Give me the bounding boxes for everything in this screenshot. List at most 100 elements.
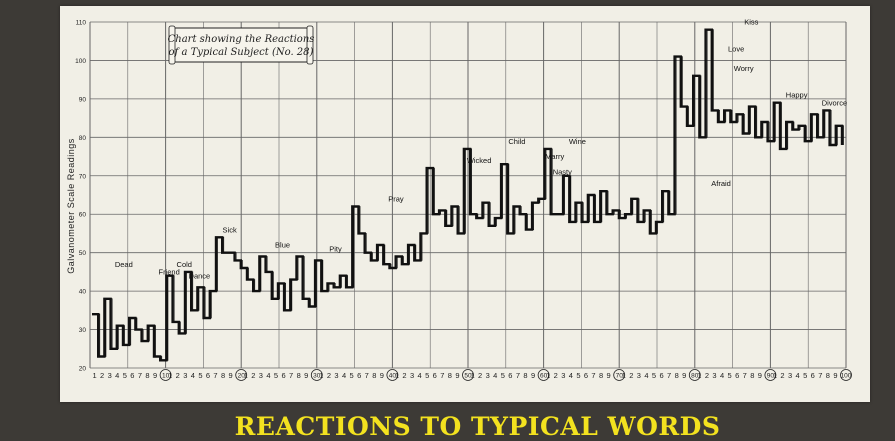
x-tick-label-16: 6 — [206, 371, 210, 380]
x-tick-label-24: 4 — [266, 371, 270, 380]
annotation-wine: Wine — [569, 137, 586, 146]
x-tick-label-14: 4 — [191, 371, 195, 380]
annotation-sick: Sick — [223, 225, 237, 234]
y-tick-label-70: 70 — [79, 173, 87, 180]
x-tick-label-90: 90 — [767, 373, 775, 380]
annotation-nasty: Nasty — [553, 168, 572, 177]
y-tick-label-30: 30 — [79, 327, 87, 334]
x-tick-label-85: 5 — [728, 371, 732, 380]
x-tick-label-39: 9 — [380, 371, 384, 380]
x-tick-label-78: 8 — [675, 371, 679, 380]
x-tick-label-15: 5 — [198, 371, 202, 380]
x-tick-label-10: 10 — [162, 373, 170, 380]
x-major-circle-40 — [386, 369, 399, 381]
x-tick-label-75: 5 — [652, 371, 656, 380]
x-tick-label-13: 3 — [183, 371, 187, 380]
x-tick-label-99: 9 — [833, 371, 837, 380]
y-tick-label-100: 100 — [75, 58, 86, 65]
x-tick-label-86: 6 — [735, 371, 739, 380]
x-tick-label-43: 3 — [410, 371, 414, 380]
x-tick-label-47: 7 — [440, 371, 444, 380]
annotation-worry: Worry — [734, 64, 754, 73]
x-tick-label-2: 2 — [100, 371, 104, 380]
x-tick-label-48: 8 — [448, 371, 452, 380]
chart-title-box: Chart showing the Reactions of a Typical… — [168, 25, 315, 65]
y-tick-label-60: 60 — [79, 212, 87, 219]
x-major-circle-10 — [159, 369, 172, 381]
x-tick-label-50: 50 — [464, 373, 472, 380]
x-tick-label-56: 6 — [508, 371, 512, 380]
x-tick-label-84: 4 — [720, 371, 724, 380]
x-tick-label-34: 4 — [342, 371, 346, 380]
y-tick-label-90: 90 — [79, 96, 87, 103]
x-tick-label-72: 2 — [629, 371, 633, 380]
x-tick-label-30: 30 — [313, 373, 321, 380]
x-tick-label-95: 5 — [803, 371, 807, 380]
x-tick-label-97: 7 — [818, 371, 822, 380]
x-tick-label-1: 1 — [92, 371, 96, 380]
x-tick-label-74: 4 — [644, 371, 648, 380]
x-tick-label-96: 6 — [811, 371, 815, 380]
x-tick-label-69: 9 — [607, 371, 611, 380]
x-tick-label-5: 5 — [123, 371, 127, 380]
x-major-circle-80 — [688, 369, 701, 381]
x-tick-label-20: 20 — [238, 373, 246, 380]
x-tick-label-6: 6 — [130, 371, 134, 380]
x-tick-label-62: 2 — [554, 371, 558, 380]
x-tick-label-52: 2 — [478, 371, 482, 380]
annotation-pity: Pity — [329, 245, 342, 254]
x-tick-label-4: 4 — [115, 371, 119, 380]
x-tick-label-76: 6 — [659, 371, 663, 380]
x-tick-label-33: 3 — [334, 371, 338, 380]
x-major-circle-90 — [764, 369, 777, 381]
x-major-circle-50 — [462, 369, 474, 381]
series-line — [92, 28, 844, 362]
x-tick-label-79: 9 — [682, 371, 686, 380]
annotation-marry: Marry — [545, 152, 564, 161]
x-tick-label-58: 8 — [523, 371, 527, 380]
annotation-friend: Friend — [159, 268, 180, 277]
chart-title-line-1: Chart showing the Reactions — [168, 34, 315, 45]
x-tick-label-18: 8 — [221, 371, 225, 380]
x-tick-label-11: 1 — [168, 371, 172, 380]
x-tick-label-8: 8 — [145, 371, 149, 380]
x-tick-label-22: 2 — [251, 371, 255, 380]
y-tick-label-110: 110 — [76, 20, 87, 27]
x-tick-label-71: 1 — [622, 371, 626, 380]
x-tick-label-25: 5 — [274, 371, 278, 380]
x-tick-label-64: 4 — [569, 371, 573, 380]
x-tick-label-57: 7 — [516, 371, 520, 380]
x-tick-label-46: 6 — [433, 371, 437, 380]
x-tick-label-80: 80 — [691, 373, 699, 380]
x-tick-label-37: 7 — [365, 371, 369, 380]
x-tick-label-31: 1 — [319, 371, 323, 380]
annotation-pray: Pray — [388, 195, 404, 204]
x-tick-label-9: 9 — [153, 371, 157, 380]
x-tick-label-45: 5 — [425, 371, 429, 380]
x-tick-label-94: 4 — [796, 371, 800, 380]
x-tick-label-55: 5 — [501, 371, 505, 380]
x-tick-label-42: 2 — [402, 371, 406, 380]
x-tick-label-91: 1 — [773, 371, 777, 380]
x-tick-label-38: 8 — [372, 371, 376, 380]
annotation-afraid: Afraid — [711, 179, 731, 188]
x-tick-label-12: 2 — [176, 371, 180, 380]
x-tick-label-68: 8 — [599, 371, 603, 380]
x-major-circle-70 — [613, 369, 626, 381]
x-tick-label-81: 1 — [697, 371, 701, 380]
x-tick-label-87: 7 — [743, 371, 747, 380]
x-tick-label-40: 40 — [389, 373, 397, 380]
x-tick-label-63: 3 — [561, 371, 565, 380]
x-tick-label-28: 8 — [297, 371, 301, 380]
annotation-happy: Happy — [786, 91, 808, 100]
annotation-child: Child — [508, 137, 525, 146]
x-tick-label-53: 3 — [486, 371, 490, 380]
annotation-dance: Dance — [189, 271, 211, 280]
x-tick-label-59: 9 — [531, 371, 535, 380]
annotation-love: Love — [728, 45, 744, 54]
x-tick-label-26: 6 — [281, 371, 285, 380]
annotation-wicked: Wicked — [467, 156, 492, 165]
x-tick-label-67: 7 — [591, 371, 595, 380]
